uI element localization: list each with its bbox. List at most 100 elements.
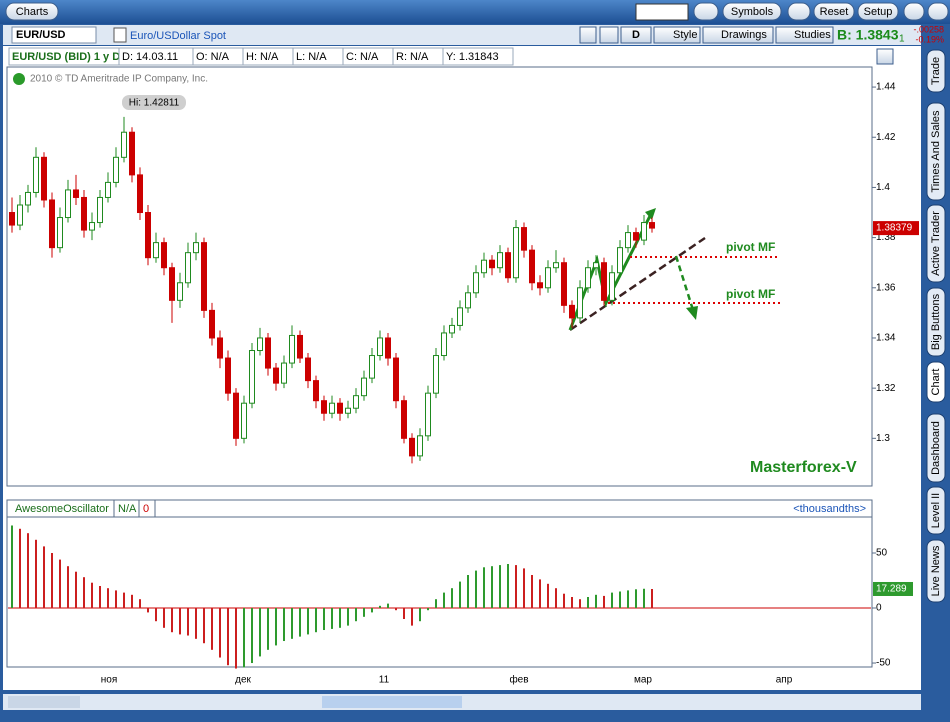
candle-body — [297, 334, 303, 359]
icon-button[interactable] — [903, 2, 925, 21]
candle-body — [257, 337, 263, 352]
candle-body — [409, 437, 415, 457]
oscillator-param: 0 — [143, 503, 149, 515]
side-tab[interactable] — [926, 287, 946, 357]
symbol-input[interactable] — [11, 26, 97, 44]
annotation: pivot MF — [726, 287, 775, 301]
chart-area — [3, 46, 921, 690]
side-tab[interactable] — [926, 413, 946, 483]
bid: B: 1.3843 — [837, 27, 899, 43]
input[interactable] — [635, 3, 689, 21]
candle-body — [273, 367, 279, 384]
side-tab[interactable] — [926, 204, 946, 283]
y-tick-label: 1.42 — [876, 132, 896, 143]
candle-body — [529, 249, 535, 284]
candle-body — [89, 222, 95, 231]
candle-body — [265, 337, 271, 369]
candle-body — [617, 247, 623, 274]
button[interactable] — [620, 26, 652, 44]
candle-body — [425, 392, 431, 437]
icon-button[interactable] — [599, 26, 619, 44]
tab-button[interactable] — [5, 2, 59, 21]
candle-body — [241, 402, 247, 439]
candle-body — [433, 355, 439, 394]
info-text: O: N/A — [196, 51, 230, 63]
candle-body — [313, 380, 319, 402]
zoom-buttons[interactable] — [8, 696, 80, 708]
candle-body — [569, 304, 575, 319]
symbol: EUR/USD — [16, 29, 66, 41]
y-tick-label: 1.34 — [876, 333, 896, 344]
side-tab[interactable] — [926, 49, 946, 93]
last-value-tag — [873, 581, 913, 596]
candle-body — [193, 242, 199, 254]
side-tab[interactable] — [926, 361, 946, 403]
button[interactable] — [653, 26, 701, 44]
icon-button[interactable] — [113, 27, 127, 43]
y-tick-label: 1.38 — [876, 232, 896, 243]
candle-body — [649, 222, 655, 229]
style-label: Style — [673, 29, 697, 41]
candle-body — [137, 174, 143, 214]
oscillator-status: N/A — [118, 503, 137, 515]
candle-body — [481, 259, 487, 274]
candle-body — [497, 252, 503, 269]
button[interactable] — [857, 2, 899, 21]
side-tab[interactable] — [926, 486, 946, 535]
candle-body — [417, 435, 423, 457]
tab-label: Charts — [16, 6, 49, 18]
candle-body — [345, 407, 351, 414]
y-tick-label: 50 — [876, 548, 888, 559]
candle-body — [353, 395, 359, 409]
icon-button[interactable] — [693, 2, 719, 21]
side-tab[interactable] — [926, 102, 946, 201]
candle-body — [201, 242, 207, 311]
button[interactable] — [702, 26, 774, 44]
candle-body — [545, 267, 551, 289]
candle-body — [401, 400, 407, 439]
scroll-thumb[interactable] — [322, 696, 462, 708]
candle-body — [457, 307, 463, 326]
candle-body — [185, 252, 191, 284]
side-tab-label: Times And Sales — [930, 110, 942, 193]
candle-body — [49, 199, 55, 249]
change-pct: -0.19% — [915, 34, 944, 44]
candle-body — [577, 287, 583, 319]
candle-body — [321, 400, 327, 414]
info-text: R: N/A — [396, 51, 429, 63]
candle-body — [489, 259, 495, 269]
candle-body — [561, 262, 567, 306]
candle-body — [249, 350, 255, 404]
candle-body — [153, 242, 159, 259]
icon-button[interactable] — [876, 48, 894, 65]
candle-body — [9, 212, 15, 226]
y-tick-label: -50 — [876, 658, 891, 669]
candle-body — [473, 272, 479, 294]
candle-body — [217, 337, 223, 359]
candle-body — [337, 402, 343, 414]
button[interactable] — [775, 26, 834, 44]
candle-body — [73, 189, 79, 198]
y-tick-label: 1.3 — [876, 433, 890, 444]
candle-body — [641, 222, 647, 241]
candle-body — [113, 156, 119, 183]
icon-button[interactable] — [927, 2, 949, 21]
side-tab-label: Level II — [930, 493, 942, 528]
info-text: EUR/USD (BID) 1 y D — [12, 51, 120, 63]
candle-body — [329, 402, 335, 414]
candle-body — [625, 232, 631, 249]
candle-body — [441, 332, 447, 357]
button[interactable] — [722, 2, 782, 21]
candle-body — [25, 191, 31, 206]
button-label: Symbols — [731, 6, 774, 18]
candle-body — [633, 232, 639, 241]
icon-button[interactable] — [579, 26, 597, 44]
candle-body — [129, 131, 135, 176]
button[interactable] — [813, 2, 855, 21]
side-tab[interactable] — [926, 539, 946, 603]
icon-button[interactable] — [787, 2, 811, 21]
candle-body — [209, 309, 215, 339]
candle-body — [513, 227, 519, 279]
y-tick-label: 1.44 — [876, 82, 896, 93]
